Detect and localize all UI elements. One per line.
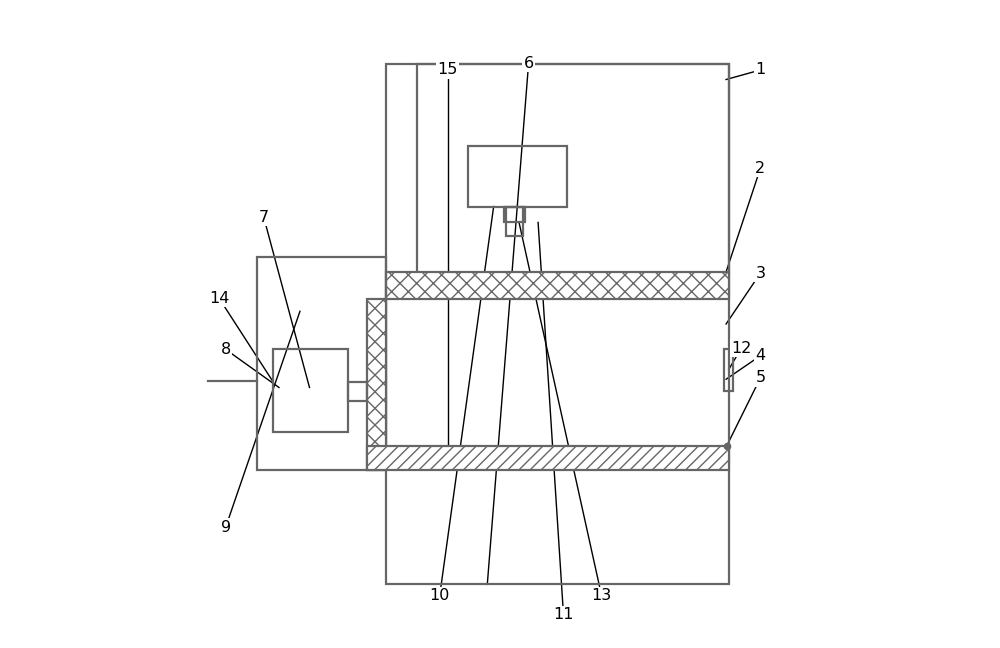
Bar: [367, 299, 386, 470]
Text: 5: 5: [755, 371, 765, 386]
Bar: [367, 446, 729, 470]
Text: 4: 4: [755, 348, 765, 364]
Text: 1: 1: [755, 62, 765, 78]
Bar: [468, 146, 567, 207]
Bar: [386, 64, 729, 584]
Bar: [417, 64, 729, 273]
Text: 14: 14: [209, 291, 229, 306]
Bar: [506, 207, 523, 237]
Bar: [386, 272, 729, 299]
Text: 7: 7: [259, 210, 269, 225]
Bar: [724, 349, 733, 391]
Text: 8: 8: [221, 342, 231, 357]
Text: 2: 2: [755, 161, 765, 176]
Text: 9: 9: [221, 520, 231, 535]
Bar: [273, 349, 348, 432]
Bar: [257, 257, 386, 470]
Bar: [348, 382, 367, 402]
Text: 3: 3: [755, 266, 765, 281]
Text: 15: 15: [438, 62, 458, 78]
Text: 12: 12: [731, 341, 752, 356]
Text: 11: 11: [553, 607, 574, 622]
Text: 13: 13: [591, 588, 612, 603]
Text: 10: 10: [429, 588, 450, 603]
Text: 6: 6: [524, 56, 534, 71]
Bar: [504, 207, 525, 222]
